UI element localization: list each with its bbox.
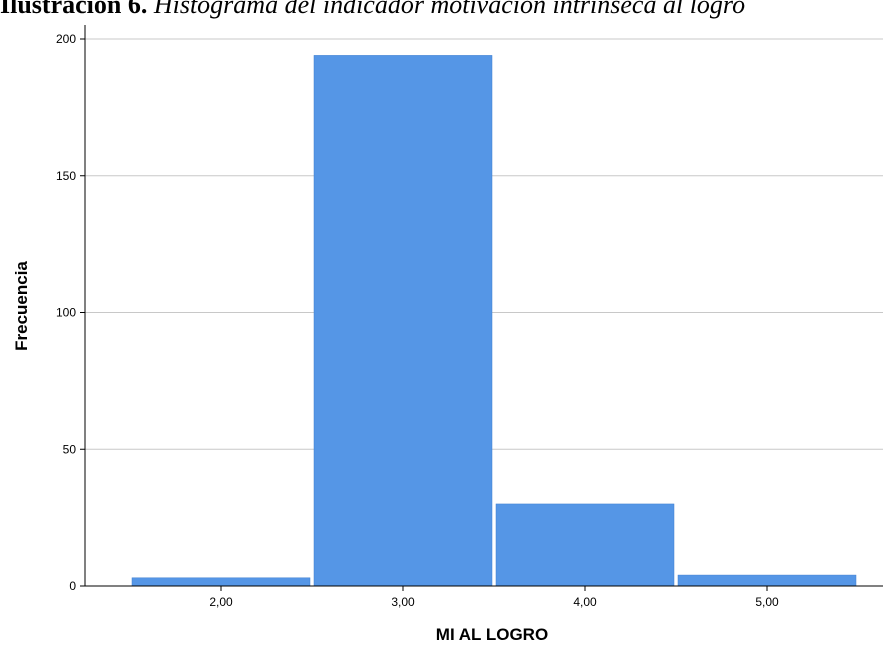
y-tick-label: 200 xyxy=(56,32,76,46)
histogram-bar xyxy=(495,503,675,587)
histogram-bar xyxy=(131,577,311,587)
x-axis-label: MI AL LOGRO xyxy=(436,625,548,644)
x-ticks: 2,00 3,00 4,00 5,00 xyxy=(209,586,779,609)
y-tick-label: 150 xyxy=(56,169,76,183)
chart-title: Ilustración 6. Histograma del indicador … xyxy=(0,0,883,20)
histogram-bar xyxy=(313,55,493,587)
y-tick-label: 0 xyxy=(69,579,76,593)
x-tick-label: 3,00 xyxy=(391,595,415,609)
y-tick-label: 50 xyxy=(63,442,77,456)
title-text: Histograma del indicador motivación intr… xyxy=(153,0,746,19)
bars xyxy=(131,55,857,587)
x-tick-label: 4,00 xyxy=(573,595,597,609)
y-ticks: 0 50 100 150 200 xyxy=(56,32,85,593)
histogram-bar xyxy=(677,574,857,587)
x-tick-label: 5,00 xyxy=(755,595,779,609)
y-tick-label: 100 xyxy=(56,306,76,320)
title-prefix: Ilustración 6. xyxy=(0,0,148,19)
y-axis-label: Frecuencia xyxy=(12,261,31,351)
x-tick-label: 2,00 xyxy=(209,595,233,609)
